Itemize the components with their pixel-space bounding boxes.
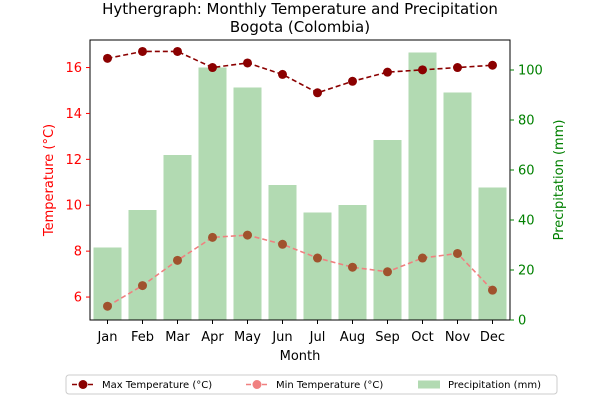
left-axis-tick-label: 6 bbox=[74, 291, 82, 306]
left-axis-tick-label: 14 bbox=[65, 107, 82, 122]
precipitation-bar bbox=[478, 187, 507, 320]
legend-entry: Min Temperature (°C) bbox=[246, 380, 383, 391]
max-temperature-point bbox=[313, 88, 322, 98]
x-axis-label: Month bbox=[280, 349, 321, 364]
legend-bar-swatch bbox=[418, 380, 440, 389]
max-temperature-line bbox=[107, 50, 493, 94]
max-temperature-point bbox=[383, 67, 392, 77]
left-axis-tick-label: 10 bbox=[65, 199, 82, 214]
min-temperature-point bbox=[418, 253, 427, 263]
min-temperature-point bbox=[208, 232, 217, 242]
min-temperature-point bbox=[383, 267, 392, 277]
min-temperature-point bbox=[138, 281, 147, 291]
precipitation-bar bbox=[163, 155, 192, 320]
left-axis-tick-label: 16 bbox=[65, 61, 82, 76]
precipitation-bar bbox=[233, 87, 262, 320]
x-axis-tick-label: Feb bbox=[131, 330, 154, 345]
right-axis-tick-label: 40 bbox=[518, 214, 535, 229]
left-axis-label: Temperature (°C) bbox=[42, 124, 57, 237]
x-axis-tick-label: Aug bbox=[340, 330, 365, 345]
min-temperature-point bbox=[488, 285, 497, 295]
min-temperature-point bbox=[313, 253, 322, 263]
precipitation-bar bbox=[408, 52, 437, 320]
x-axis-tick-label: Dec bbox=[480, 330, 505, 345]
right-axis-tick-label: 100 bbox=[518, 64, 543, 79]
right-axis-label: Precipitation (mm) bbox=[552, 120, 567, 241]
legend-frame bbox=[65, 374, 558, 395]
min-temperature-line bbox=[107, 234, 494, 307]
precipitation-bar bbox=[373, 140, 402, 320]
x-axis-tick-label: Sep bbox=[375, 330, 400, 345]
chart-title-line: Hythergraph: Monthly Temperature and Pre… bbox=[102, 0, 498, 18]
right-axis-tick-label: 0 bbox=[518, 314, 526, 329]
min-temperature-point bbox=[243, 230, 252, 240]
plot-frame bbox=[89, 39, 511, 321]
legend-entry: Max Temperature (°C) bbox=[72, 380, 212, 391]
min-temperature-point bbox=[103, 301, 112, 311]
x-axis-tick-label: Mar bbox=[165, 330, 190, 345]
x-axis-tick-label: May bbox=[234, 330, 261, 345]
right-axis-tick-label: 60 bbox=[518, 164, 535, 179]
x-axis-tick-label: Apr bbox=[201, 330, 224, 345]
x-axis-tick-label: Jan bbox=[96, 330, 117, 345]
legend-label: Min Temperature (°C) bbox=[276, 380, 383, 391]
legend-marker-swatch bbox=[252, 380, 262, 389]
min-temperature-point bbox=[453, 248, 462, 258]
legend-label: Precipitation (mm) bbox=[448, 380, 541, 391]
left-axis-tick-label: 12 bbox=[65, 153, 82, 168]
min-temperature-point bbox=[173, 255, 182, 265]
legend-entry: Precipitation (mm) bbox=[418, 380, 541, 391]
max-temperature-point bbox=[103, 53, 112, 63]
legend: Max Temperature (°C) Min Temperature (°C)… bbox=[65, 374, 558, 395]
max-temperature-point bbox=[208, 63, 217, 73]
max-temperature-point bbox=[138, 46, 147, 56]
max-temperature-point bbox=[278, 69, 287, 79]
right-axis-tick-label: 20 bbox=[518, 264, 535, 279]
x-axis-tick-label: Jul bbox=[309, 330, 326, 345]
precipitation-bar bbox=[443, 92, 472, 320]
precipitation-bar bbox=[198, 67, 227, 320]
x-axis-tick-label: Nov bbox=[445, 330, 471, 345]
x-axis-tick-label: Oct bbox=[411, 330, 433, 345]
precipitation-bar bbox=[303, 212, 332, 320]
max-temperature-point bbox=[348, 76, 357, 86]
min-temperature-point bbox=[348, 262, 357, 272]
max-temperature-point bbox=[418, 65, 427, 75]
x-axis-tick-label: Jun bbox=[271, 330, 292, 345]
precipitation-bar bbox=[338, 205, 367, 320]
precipitation-bar bbox=[268, 185, 297, 320]
max-temperature-point bbox=[243, 58, 252, 68]
max-temperature-point bbox=[453, 63, 462, 73]
legend-label: Max Temperature (°C) bbox=[102, 380, 212, 391]
max-temperature-point bbox=[173, 46, 182, 56]
chart-title-line: Bogota (Colombia) bbox=[230, 18, 370, 36]
precipitation-bar bbox=[128, 210, 157, 320]
left-axis-tick-label: 8 bbox=[74, 245, 82, 260]
legend-marker-swatch bbox=[78, 380, 88, 389]
min-temperature-point bbox=[278, 239, 287, 249]
right-axis-tick-label: 80 bbox=[518, 114, 535, 129]
max-temperature-point bbox=[488, 60, 497, 70]
